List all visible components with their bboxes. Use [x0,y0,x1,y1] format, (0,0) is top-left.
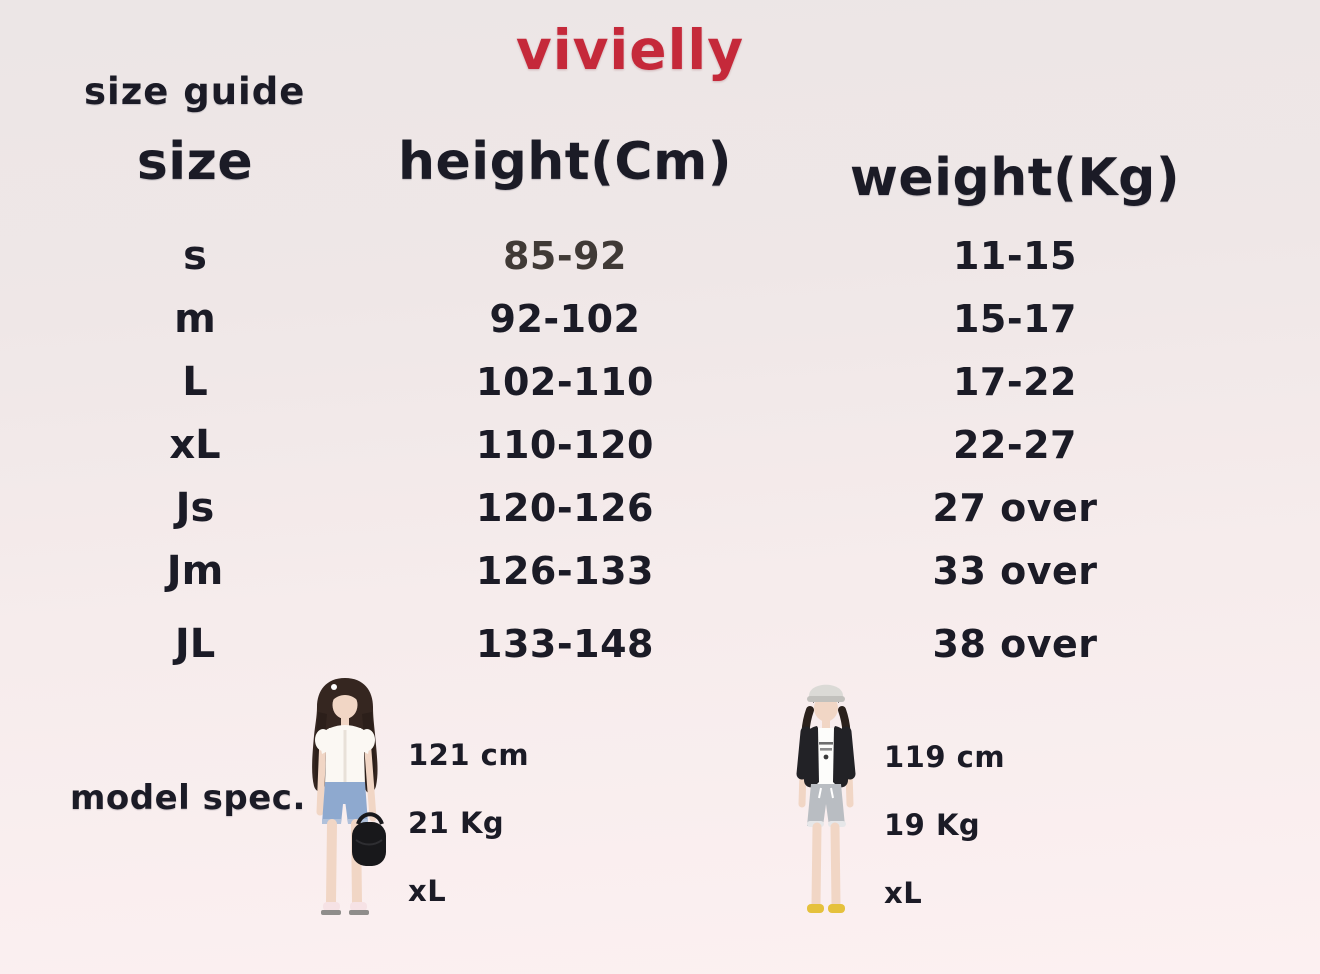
size-label: Jm [166,547,224,594]
size-label: m [174,295,216,342]
weight-value: 15-17 [952,296,1078,341]
table-row: Js 120-126 27 over [0,476,1320,539]
height-value: 133-148 [476,621,654,666]
height-value: 110-120 [476,422,654,467]
weight-value: 17-22 [952,359,1078,404]
model-size: xL [408,874,447,908]
page-title: size guide [84,70,306,113]
column-header-size: size [136,132,254,192]
model-weight: 19 Kg [884,808,981,842]
weight-value: 33 over [932,548,1098,593]
size-table-body: s 85-92 11-15 m 92-102 15-17 L 102-110 1… [0,224,1320,675]
model-photo-2 [780,676,872,926]
model-1-specs: 121 cm 21 Kg xL [408,738,529,908]
size-label: JL [174,620,216,667]
model-height: 119 cm [884,740,1006,774]
size-label: xL [169,421,221,468]
table-row: L 102-110 17-22 [0,350,1320,413]
table-row: m 92-102 15-17 [0,287,1320,350]
model-spec-label: model spec. [70,778,306,818]
column-header-height: height(Cm) [397,132,733,192]
model-2-specs: 119 cm 19 Kg xL [884,740,1005,910]
drawstring [818,787,834,799]
model-height: 121 cm [408,738,530,772]
table-row: s 85-92 11-15 [0,224,1320,287]
size-table-header: size height(Cm) weight(Kg) [0,132,1320,212]
height-value: 102-110 [476,359,654,404]
table-row: xL 110-120 22-27 [0,413,1320,476]
table-row: Jm 126-133 33 over [0,539,1320,602]
size-label: Js [175,484,215,531]
model-size: xL [884,876,923,910]
size-label: L [182,358,208,405]
height-value: 120-126 [476,485,654,530]
handbag-handle [356,812,384,825]
height-value: 126-133 [476,548,654,593]
model-2-illustration [796,684,856,913]
weight-value: 22-27 [952,422,1078,467]
weight-value: 27 over [932,485,1098,530]
model-weight: 21 Kg [408,806,505,840]
table-row: JL 133-148 38 over [0,612,1320,675]
hair-clip [331,684,337,690]
weight-value: 38 over [932,621,1098,666]
model-photo-1 [296,672,394,924]
height-value: 92-102 [489,296,641,341]
size-label: s [183,232,207,279]
height-value: 85-92 [502,233,628,278]
brand-logo: vivielly [515,18,745,82]
weight-value: 11-15 [952,233,1078,278]
model-1-illustration [312,678,386,915]
column-header-weight: weight(Kg) [849,148,1181,208]
